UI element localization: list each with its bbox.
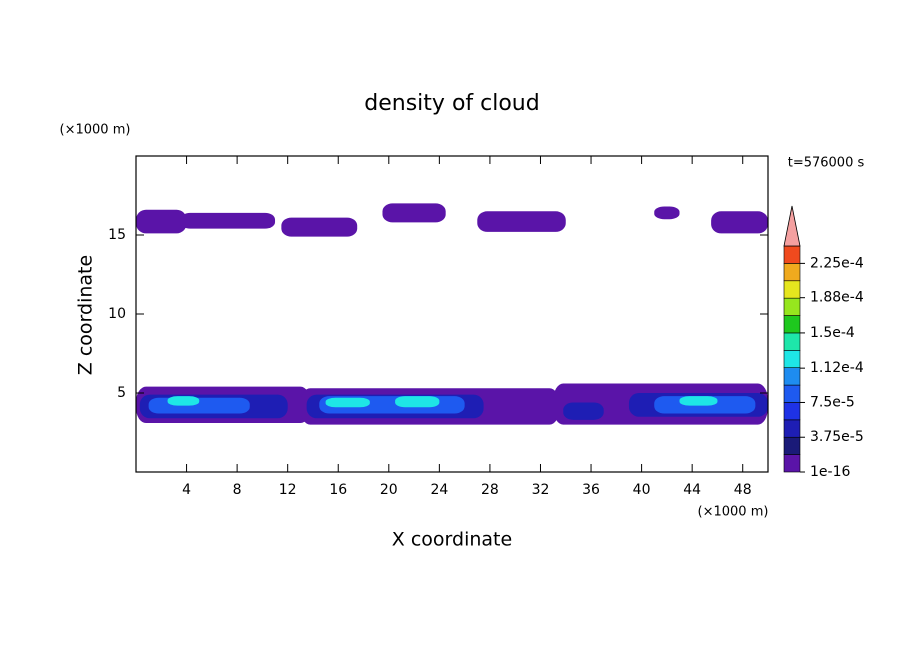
x-tick-label: 36	[582, 482, 600, 498]
colorbar-tick-label: 2.25e-4	[810, 255, 864, 271]
x-tick-label: 16	[329, 482, 347, 498]
plot-area	[136, 203, 768, 425]
x-tick-label: 44	[683, 482, 701, 498]
x-tick-label: 8	[233, 482, 242, 498]
colorbar-box	[783, 245, 801, 264]
colorbar-tick-label: 7.5e-5	[810, 394, 855, 410]
y-axis-label: Z coordinate	[75, 255, 97, 375]
y-tick-label: 15	[108, 227, 126, 243]
colorbar-tick-label: 1.88e-4	[810, 290, 864, 306]
contour-region	[477, 211, 566, 232]
colorbar-tick-label: 1.5e-4	[810, 325, 855, 341]
colorbar-box	[783, 402, 801, 421]
colorbar-box	[783, 419, 801, 438]
x-unit: (×1000 m)	[698, 505, 769, 520]
colorbar-box	[783, 436, 801, 455]
colorbar-tick-label: 3.75e-5	[810, 429, 864, 445]
colorbar-box	[783, 332, 801, 351]
y-tick-label: 5	[117, 385, 126, 401]
contour-region	[167, 396, 200, 406]
x-tick-label: 4	[182, 482, 191, 498]
colorbar-box	[783, 263, 801, 282]
x-tick-label: 20	[380, 482, 398, 498]
x-axis-label: X coordinate	[392, 529, 512, 551]
x-tick-label: 28	[481, 482, 499, 498]
contour-region	[136, 209, 187, 234]
colorbar-box	[783, 315, 801, 334]
colorbar-box	[783, 454, 801, 473]
x-tick-label: 32	[532, 482, 550, 498]
colorbar-extend	[783, 205, 801, 247]
colorbar-box	[783, 297, 801, 316]
colorbar-box	[783, 350, 801, 368]
contour-region	[395, 396, 440, 408]
x-tick-label: 24	[430, 482, 448, 498]
y-tick-label: 10	[108, 306, 126, 322]
contour-region	[325, 397, 370, 408]
y-unit: (×1000 m)	[60, 123, 131, 138]
chart-title: density of cloud	[364, 91, 539, 116]
colorbar-box	[783, 367, 801, 386]
x-tick-label: 12	[279, 482, 297, 498]
contour-region	[654, 206, 680, 220]
contour-region	[563, 402, 604, 420]
colorbar-tick-label: 1.12e-4	[810, 360, 864, 376]
x-tick-label: 40	[633, 482, 651, 498]
contour-region	[679, 396, 718, 406]
colorbar-tick-label: 1e-16	[810, 464, 850, 480]
contour-region	[382, 203, 446, 223]
time-label: t=576000 s	[788, 156, 865, 171]
contour-region	[180, 212, 276, 229]
colorbar-box	[783, 280, 801, 299]
contour-region	[711, 211, 768, 234]
x-tick-label: 48	[734, 482, 752, 498]
colorbar-box	[783, 384, 801, 403]
contour-region	[281, 217, 358, 237]
